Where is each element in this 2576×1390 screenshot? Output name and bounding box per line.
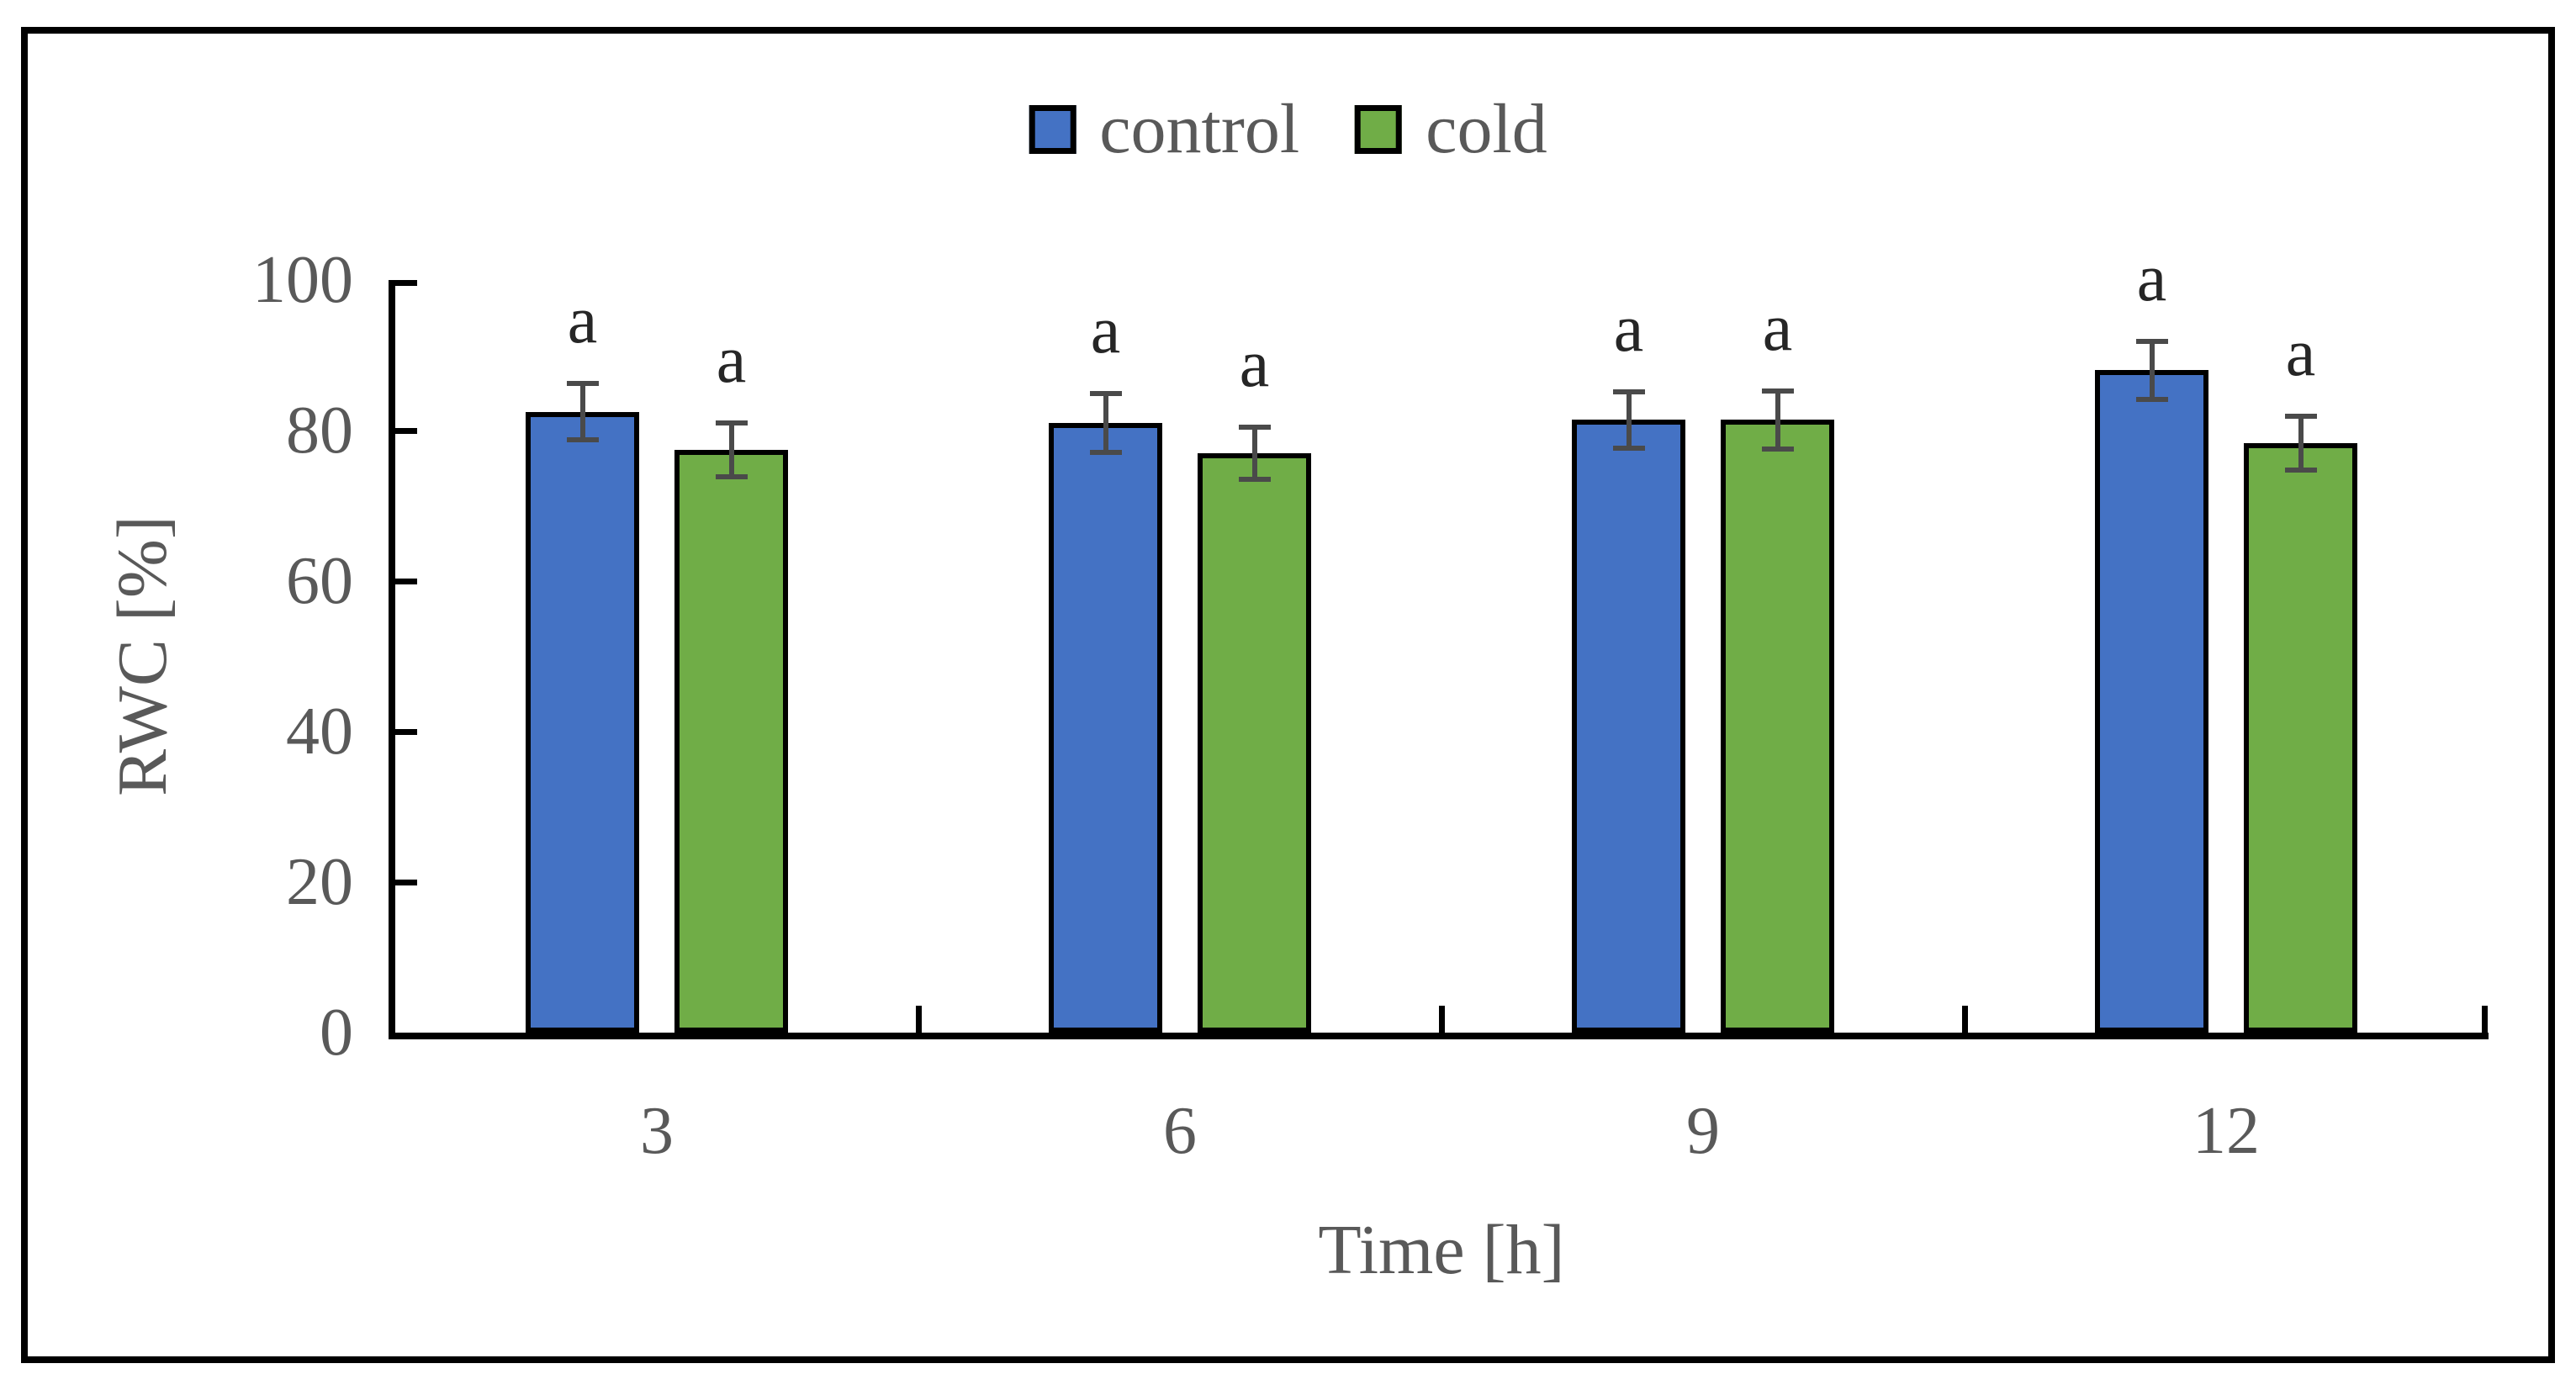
- bar-control-6h: [1049, 423, 1162, 1033]
- x-boundary-tick-2: [1438, 1006, 1445, 1033]
- error-bar-cap-bottom: [566, 437, 599, 443]
- error-bar-cap-bottom: [1089, 449, 1122, 455]
- y-tick-80: [395, 427, 417, 434]
- error-bar-cold-3h: [715, 420, 748, 480]
- bar-cold-9h: [1721, 420, 1834, 1033]
- y-tick-label-20: 20: [286, 845, 353, 919]
- error-bar-stem: [2298, 414, 2304, 473]
- error-bar-cap-top: [715, 420, 748, 426]
- x-category-label-12: 12: [2193, 1094, 2260, 1168]
- error-bar-cold-9h: [1761, 388, 1794, 452]
- error-bar-cap-bottom: [1761, 447, 1794, 452]
- y-tick-label-0: 0: [320, 996, 353, 1070]
- error-bar-cap-top: [566, 380, 599, 386]
- bar-control-3h: [526, 411, 639, 1033]
- error-bar-control-3h: [566, 380, 599, 443]
- x-axis-title: Time [h]: [1318, 1211, 1565, 1289]
- error-bar-cap-bottom: [2135, 397, 2168, 402]
- legend-swatch-control: [1029, 105, 1076, 154]
- sig-letter-cold-12h: a: [2285, 316, 2316, 391]
- sig-letter-cold-3h: a: [716, 323, 747, 398]
- sig-letter-control-3h: a: [567, 283, 598, 357]
- error-bar-stem: [1775, 388, 1780, 452]
- bar-cold-3h: [674, 450, 788, 1033]
- error-bar-stem: [1251, 424, 1257, 482]
- legend-swatch-cold: [1355, 105, 1403, 154]
- bar-control-12h: [2095, 370, 2208, 1033]
- error-bar-control-9h: [1612, 388, 1645, 452]
- y-axis-line: [389, 280, 395, 1039]
- legend-label-cold: cold: [1426, 90, 1547, 168]
- y-tick-40: [395, 728, 417, 735]
- error-bar-cap-top: [1238, 424, 1271, 430]
- error-bar-stem: [728, 420, 734, 480]
- y-tick-label-40: 40: [286, 695, 353, 769]
- error-bar-control-12h: [2135, 338, 2168, 402]
- sig-letter-control-9h: a: [1613, 291, 1644, 366]
- sig-letter-control-12h: a: [2136, 240, 2167, 315]
- bar-cold-6h: [1198, 452, 1311, 1033]
- error-bar-cap-bottom: [1612, 446, 1645, 452]
- legend-label-control: control: [1099, 90, 1300, 168]
- plot-area: a a 3 a a 6 a a 9 a a 12: [395, 245, 2488, 1168]
- bar-control-9h: [1572, 420, 1685, 1033]
- x-category-label-6: 6: [1163, 1094, 1197, 1168]
- error-bar-cap-top: [1761, 388, 1794, 394]
- y-axis-title: RWC [%]: [103, 515, 182, 796]
- error-bar-stem: [1626, 388, 1632, 452]
- x-axis-end-tick: [2482, 1006, 2488, 1033]
- x-axis-line: [389, 1033, 2489, 1039]
- sig-letter-cold-6h: a: [1239, 326, 1270, 401]
- y-tick-label-100: 100: [252, 243, 353, 317]
- y-tick-60: [395, 578, 417, 584]
- error-bar-control-6h: [1089, 391, 1122, 455]
- error-bar-cold-6h: [1238, 424, 1271, 482]
- error-bar-cap-bottom: [715, 474, 748, 480]
- chart-legend: control cold: [1029, 94, 1547, 165]
- error-bar-stem: [2149, 338, 2155, 402]
- error-bar-stem: [579, 380, 585, 443]
- sig-letter-control-6h: a: [1090, 293, 1121, 368]
- x-category-label-9: 9: [1686, 1094, 1720, 1168]
- y-tick-label-80: 80: [286, 394, 353, 468]
- error-bar-cold-12h: [2284, 414, 2317, 473]
- bar-cold-12h: [2244, 443, 2357, 1033]
- sig-letter-cold-9h: a: [1762, 290, 1793, 365]
- x-boundary-tick-1: [915, 1006, 922, 1033]
- error-bar-cap-top: [2135, 338, 2168, 344]
- y-tick-100: [395, 280, 417, 286]
- error-bar-cap-top: [1089, 391, 1122, 397]
- x-category-label-3: 3: [640, 1094, 674, 1168]
- y-tick-label-60: 60: [286, 544, 353, 618]
- error-bar-cap-bottom: [1238, 476, 1271, 482]
- x-boundary-tick-3: [1961, 1006, 1968, 1033]
- legend-item-control: control: [1029, 94, 1299, 165]
- error-bar-cap-top: [2284, 414, 2317, 420]
- error-bar-stem: [1103, 391, 1108, 455]
- error-bar-cap-top: [1612, 388, 1645, 394]
- legend-item-cold: cold: [1355, 94, 1547, 165]
- error-bar-cap-bottom: [2284, 468, 2317, 473]
- y-tick-20: [395, 879, 417, 885]
